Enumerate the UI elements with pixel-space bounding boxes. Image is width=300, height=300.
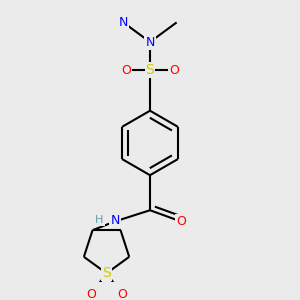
Text: S: S xyxy=(146,63,154,77)
Text: O: O xyxy=(176,215,186,228)
Text: O: O xyxy=(86,288,96,300)
Text: O: O xyxy=(117,288,127,300)
Text: O: O xyxy=(121,64,131,76)
Text: S: S xyxy=(102,266,111,280)
Text: O: O xyxy=(169,64,179,76)
Text: H: H xyxy=(95,215,104,225)
Text: N: N xyxy=(119,16,128,29)
Text: N: N xyxy=(110,214,120,226)
Text: N: N xyxy=(145,35,155,49)
